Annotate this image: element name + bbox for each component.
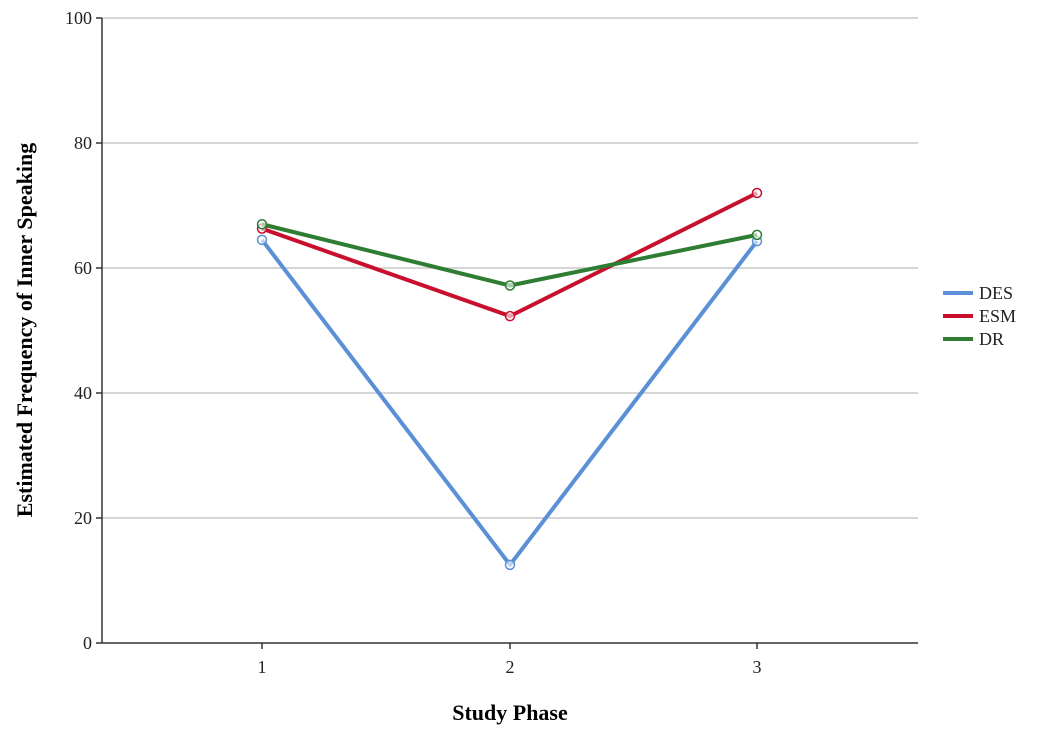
- y-tick-label-60: 60: [74, 258, 92, 278]
- point-dr-3: [751, 229, 763, 241]
- series-lines: [256, 187, 763, 571]
- y-axis-title: Estimated Frequency of Inner Speaking: [12, 143, 37, 517]
- legend-label-des: DES: [979, 283, 1013, 303]
- legend: DES ESM DR: [943, 283, 1016, 349]
- legend-label-esm: ESM: [979, 306, 1016, 326]
- y-tick-label-100: 100: [65, 8, 92, 28]
- point-dr-2: [504, 280, 516, 291]
- y-tick-label-0: 0: [83, 633, 92, 653]
- x-tick-label-2: 2: [506, 657, 515, 677]
- point-des-2: [504, 559, 516, 571]
- x-axis-title: Study Phase: [452, 700, 568, 725]
- series-line-esm: [261, 191, 758, 319]
- point-esm-3: [751, 187, 763, 199]
- point-des-1: [256, 234, 268, 246]
- x-tick-label-3: 3: [753, 657, 762, 677]
- axes: [101, 18, 918, 644]
- point-dr-1: [256, 219, 268, 230]
- y-tick-label-20: 20: [74, 508, 92, 528]
- x-tick-label-1: 1: [258, 657, 267, 677]
- y-axis-ticks: 0 20 40 60 80 100: [65, 8, 102, 653]
- point-esm-2: [504, 310, 516, 322]
- y-tick-label-80: 80: [74, 133, 92, 153]
- gridlines: [102, 17, 918, 519]
- x-axis-ticks: 1 2 3: [258, 643, 762, 677]
- legend-label-dr: DR: [979, 329, 1004, 349]
- y-tick-label-40: 40: [74, 383, 92, 403]
